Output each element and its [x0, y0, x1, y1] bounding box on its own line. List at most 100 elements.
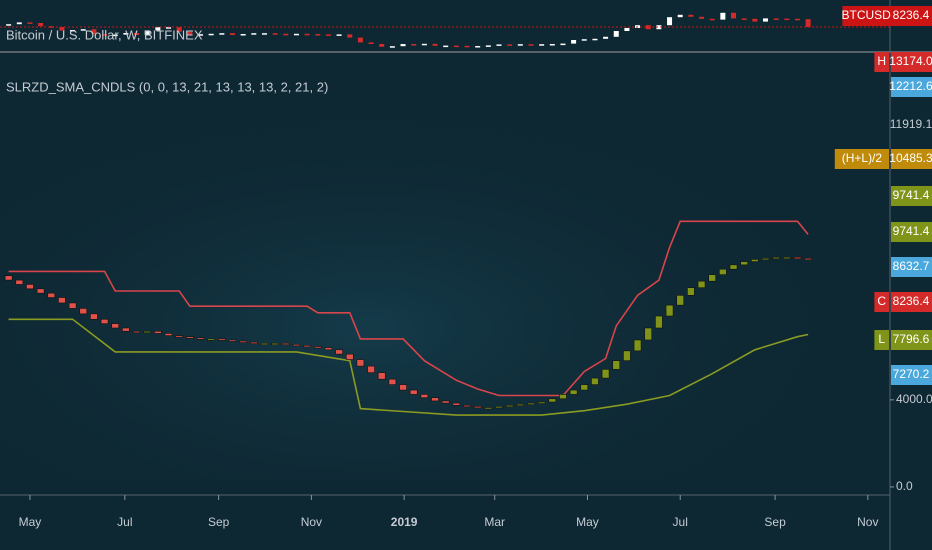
candle-body: [70, 30, 76, 32]
candle-body: [431, 397, 439, 402]
candle-body: [347, 34, 353, 38]
price-tag: 12212.6: [889, 77, 932, 97]
candle-body: [603, 36, 609, 39]
candle-body: [144, 30, 150, 35]
candle-body: [59, 27, 65, 31]
candle-body: [175, 335, 183, 338]
candle-body: [571, 40, 577, 44]
candle-body: [187, 31, 193, 35]
candle-body: [517, 44, 523, 46]
candle-body: [240, 34, 246, 36]
price-tag-box: [891, 52, 932, 72]
price-tag-value: 8236.4: [893, 294, 930, 308]
candle-body: [377, 372, 386, 380]
candle-body: [719, 268, 727, 275]
candle-body: [740, 261, 748, 266]
price-tag-box: [891, 292, 932, 312]
price-tag-value: 12212.6: [889, 79, 932, 93]
candle-body: [304, 33, 310, 36]
x-tick-label: Sep: [208, 515, 230, 529]
candle-body: [794, 18, 800, 21]
candle-body: [48, 26, 54, 28]
candle-body: [324, 347, 333, 351]
candle-body: [783, 256, 791, 260]
candle-body: [379, 44, 385, 47]
x-tick-label: Jul: [673, 515, 688, 529]
candle-body: [804, 258, 812, 261]
candle-body: [90, 313, 98, 320]
price-tag-box: [891, 222, 932, 242]
candle-body: [155, 27, 161, 31]
price-tag: 9741.4: [891, 222, 932, 242]
candle-body: [47, 292, 56, 298]
x-tick-label: May: [19, 515, 42, 529]
candle-body: [729, 264, 738, 270]
candle-body: [709, 18, 715, 21]
price-tag: 8632.7: [891, 257, 932, 277]
price-tag: 10485.3 (H+L)/2: [834, 149, 932, 169]
candle-body: [537, 401, 546, 404]
candle-body: [26, 284, 34, 290]
candle-body: [27, 22, 33, 24]
candle-body: [100, 318, 109, 324]
candle-body: [6, 24, 12, 26]
candle-body: [283, 33, 289, 36]
candle-body: [762, 18, 768, 22]
candle-body: [677, 14, 683, 18]
price-tag: BTCUSD 8236.4: [842, 6, 932, 26]
candle-body: [228, 339, 237, 342]
candle-body: [496, 44, 502, 46]
candle-body: [548, 398, 557, 403]
candle-body: [357, 37, 363, 43]
candle-body: [368, 42, 374, 44]
candle-body: [79, 308, 88, 315]
candle-body: [102, 34, 108, 36]
price-tag-value: 7270.2: [893, 367, 930, 381]
candle-body: [38, 23, 44, 27]
x-tick-label: May: [576, 515, 599, 529]
x-tick-label: Sep: [764, 515, 786, 529]
price-tag-name: BTCUSD: [842, 8, 892, 22]
y-tick-label: 4000.0: [896, 392, 932, 406]
candle-body: [623, 350, 631, 361]
candle-body: [772, 256, 780, 260]
candle-body: [580, 384, 589, 391]
candle-body: [591, 377, 599, 385]
candle-body: [409, 389, 418, 395]
candle-body: [388, 378, 397, 385]
price-tag-box: [891, 330, 932, 350]
candle-body: [143, 330, 152, 334]
candle-body: [16, 22, 22, 25]
candle-body: [207, 338, 215, 341]
candle-body: [68, 302, 77, 309]
candle-body: [601, 369, 610, 379]
band-line: [8, 318, 809, 416]
candle-body: [271, 342, 279, 346]
candle-body: [400, 44, 406, 47]
candle-body: [356, 359, 365, 367]
candle-body: [15, 279, 24, 285]
price-tag-value: 13174.0: [889, 54, 932, 68]
price-tag-name-box: [874, 330, 889, 350]
candle-body: [676, 295, 685, 306]
x-tick-label: Jul: [117, 515, 132, 529]
candle-body: [186, 336, 194, 339]
candle-body: [633, 339, 642, 352]
candle-body: [612, 360, 621, 370]
price-tag-value: 7796.6: [893, 332, 930, 346]
price-tag-box: [891, 186, 932, 206]
candle-body: [325, 34, 331, 36]
candle-body: [793, 256, 802, 260]
candle-body: [111, 323, 120, 329]
candle-body: [134, 33, 140, 35]
price-tag: 13174.0H: [874, 52, 932, 72]
price-tag-value: 10485.3: [889, 151, 932, 165]
price-tag-value: 9741.4: [893, 188, 930, 202]
candle-body: [208, 33, 214, 36]
cloud-shade: [0, 100, 820, 480]
candle-body: [281, 342, 290, 346]
candle-body: [411, 44, 417, 46]
candle-body: [218, 338, 226, 341]
candle-body: [527, 402, 535, 405]
